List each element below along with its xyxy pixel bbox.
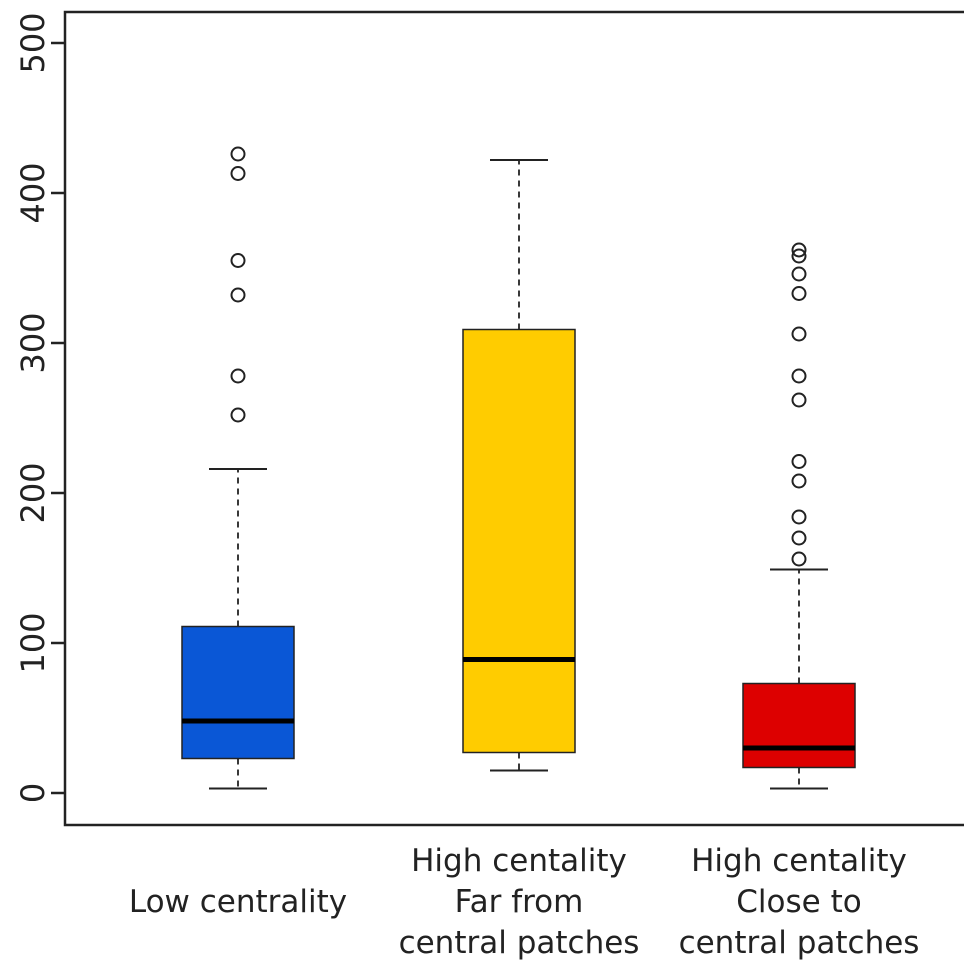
- box-iqr: [743, 684, 855, 768]
- outlier-point: [232, 148, 245, 161]
- y-tick-label: 300: [14, 312, 52, 373]
- outlier-point: [793, 268, 806, 281]
- outlier-point: [793, 553, 806, 566]
- category-label: Far from: [455, 884, 584, 920]
- box-iqr: [463, 330, 575, 753]
- x-axis-labels: Low centrality High centality Far from cent…: [129, 843, 920, 961]
- outlier-point: [793, 532, 806, 545]
- outlier-point: [793, 370, 806, 383]
- plot-area: [182, 148, 855, 789]
- outlier-point: [793, 475, 806, 488]
- outlier-point: [232, 254, 245, 267]
- outlier-point: [793, 511, 806, 524]
- category-label: central patches: [399, 925, 640, 961]
- outlier-point: [232, 167, 245, 180]
- outlier-point: [232, 289, 245, 302]
- outlier-point: [793, 287, 806, 300]
- outlier-point: [232, 370, 245, 383]
- outlier-point: [793, 455, 806, 468]
- y-tick-label: 500: [14, 12, 52, 73]
- category-label: High centality: [691, 843, 907, 879]
- category-label: High centality: [411, 843, 627, 879]
- category-label: Close to: [736, 884, 861, 920]
- y-tick-label: 200: [14, 462, 52, 523]
- category-label: Low centrality: [129, 884, 347, 920]
- outlier-point: [793, 394, 806, 407]
- outlier-point: [232, 409, 245, 422]
- y-tick-label: 100: [14, 612, 52, 673]
- y-tick-label: 0: [14, 783, 52, 803]
- y-tick-label: 400: [14, 162, 52, 223]
- box-iqr: [182, 627, 294, 759]
- category-label: central patches: [679, 925, 920, 961]
- outlier-point: [793, 328, 806, 341]
